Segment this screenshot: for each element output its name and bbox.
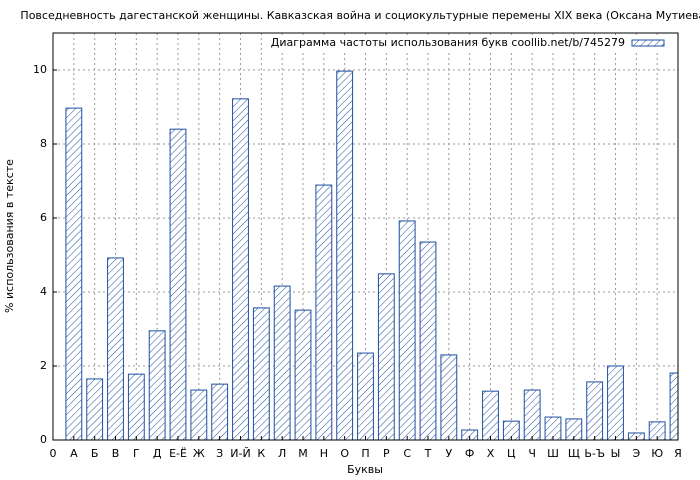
y-tick-label: 10	[33, 63, 47, 76]
bar	[127, 373, 145, 440]
x-tick-label: 0	[50, 447, 57, 460]
bar	[107, 257, 124, 440]
bar	[86, 378, 104, 440]
legend-box	[268, 36, 673, 50]
bar	[502, 420, 520, 440]
bar	[419, 241, 437, 440]
x-tick-label: Э	[632, 447, 640, 460]
x-tick-label: Б	[91, 447, 99, 460]
x-tick-label: В	[112, 447, 120, 460]
x-tick-label: С	[403, 447, 411, 460]
x-tick-label: Щ	[568, 447, 580, 460]
y-tick-label: 2	[40, 359, 47, 372]
x-tick-label: М	[298, 447, 308, 460]
x-tick-label: Ю	[651, 447, 663, 460]
plot-frame	[52, 32, 679, 441]
x-tick-label: Ч	[528, 447, 536, 460]
x-tick-label: П	[361, 447, 369, 460]
x-tick-label: Ь-Ъ	[584, 447, 605, 460]
x-tick-label: Ф	[465, 447, 474, 460]
legend-label: Диаграмма частоты использования букв coo…	[271, 36, 625, 49]
y-tick-label: 6	[40, 211, 47, 224]
x-tick-label: Т	[424, 447, 432, 460]
legend: Диаграмма частоты использования букв coo…	[268, 36, 673, 50]
bar	[211, 383, 229, 440]
bar	[586, 381, 604, 440]
x-tick-label: Я	[674, 447, 682, 460]
bar	[315, 184, 333, 440]
y-tick-label: 4	[40, 285, 47, 298]
bar	[565, 418, 583, 440]
x-tick-label: А	[70, 447, 78, 460]
bar	[169, 128, 187, 440]
y-tick-label: 0	[40, 433, 47, 446]
x-tick-label: Н	[320, 447, 328, 460]
bar	[440, 354, 458, 440]
bar	[607, 365, 624, 440]
x-tick-label: К	[257, 447, 265, 460]
bars	[65, 70, 678, 440]
bar	[398, 220, 416, 440]
legend-swatch	[631, 39, 665, 47]
bar	[232, 98, 249, 440]
bar	[148, 330, 166, 440]
x-tick-label: У	[445, 447, 452, 460]
x-tick-label: З	[216, 447, 223, 460]
x-axis-label: Буквы	[347, 463, 383, 476]
x-tick-label: Ы	[611, 447, 621, 460]
x-tick-label: Ц	[507, 447, 516, 460]
bar	[377, 273, 395, 440]
y-tick-label: 8	[40, 137, 47, 150]
x-tick-label: Ш	[547, 447, 559, 460]
bar	[294, 309, 312, 440]
bar	[461, 429, 479, 440]
x-tick-label: Г	[133, 447, 140, 460]
chart-title: Повседневность дагестанской женщины. Кав…	[20, 9, 700, 22]
bar	[252, 307, 270, 440]
x-tick-label: Х	[487, 447, 495, 460]
x-tick-label: Е-Ё	[169, 447, 187, 460]
x-tick-label: Л	[278, 447, 286, 460]
y-axis-label: % использования в тексте	[3, 159, 16, 313]
x-tick-label: Ж	[193, 447, 205, 460]
bar	[336, 70, 354, 440]
bar	[482, 390, 499, 440]
x-tick-label: Р	[383, 447, 390, 460]
bar	[273, 285, 291, 440]
bar	[190, 389, 208, 440]
bar	[357, 352, 374, 440]
x-tick-label: И-Й	[230, 447, 250, 460]
x-tick-label: Д	[153, 447, 162, 460]
bar	[523, 389, 541, 440]
bar	[65, 107, 83, 440]
x-tick-label: О	[340, 447, 349, 460]
